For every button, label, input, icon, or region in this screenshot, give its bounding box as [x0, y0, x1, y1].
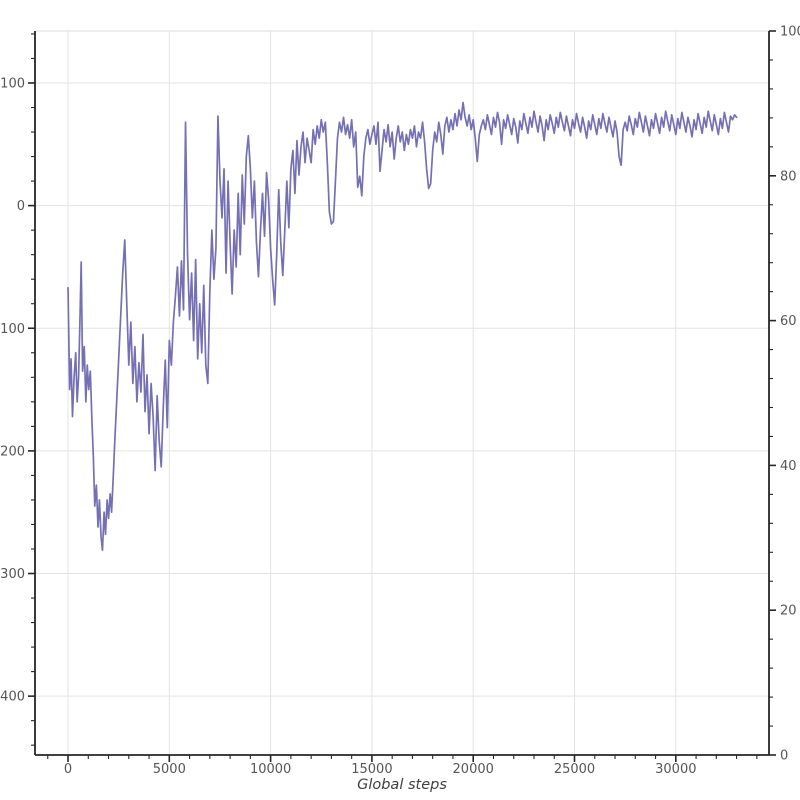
x-tick-label: 15000: [351, 762, 392, 777]
x-tick-label: 5000: [153, 762, 186, 777]
axis-spines: [34, 31, 770, 756]
y-left-tick-label: -400: [0, 690, 25, 705]
x-tick-label: 20000: [453, 762, 494, 777]
y-right-tick-label: 100: [780, 25, 800, 40]
x-tick-label: 30000: [655, 762, 696, 777]
y-left-tick-label: 100: [0, 76, 25, 91]
y-left-tick-label: -300: [0, 567, 25, 582]
y-right-tick-label: 20: [780, 604, 797, 619]
x-tick-label: 25000: [554, 762, 595, 777]
series: [67, 101, 738, 552]
y-left-tick-label: 0: [17, 199, 25, 214]
series-line: [67, 101, 738, 552]
y-right-tick-label: 40: [780, 459, 797, 474]
x-tick-label: 0: [64, 762, 72, 777]
y-right-tick-label: 80: [780, 169, 797, 184]
y-left-tick-label: -100: [0, 322, 25, 337]
axis-ticks: [28, 30, 776, 762]
y-right-tick-label: 60: [780, 314, 797, 329]
y-left-tick-label: -200: [0, 444, 25, 459]
gridlines: [35, 30, 769, 755]
y-right-tick-label: 0: [780, 749, 788, 764]
x-tick-label: 10000: [250, 762, 291, 777]
tick-labels: 0 5000 10000 15000 20000 25000 30000 100 0 -100 -2…: [0, 25, 800, 778]
x-axis-label: Global steps: [357, 777, 447, 793]
